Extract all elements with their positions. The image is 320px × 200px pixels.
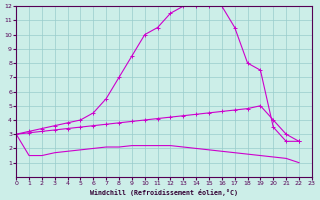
X-axis label: Windchill (Refroidissement éolien,°C): Windchill (Refroidissement éolien,°C) <box>90 189 238 196</box>
